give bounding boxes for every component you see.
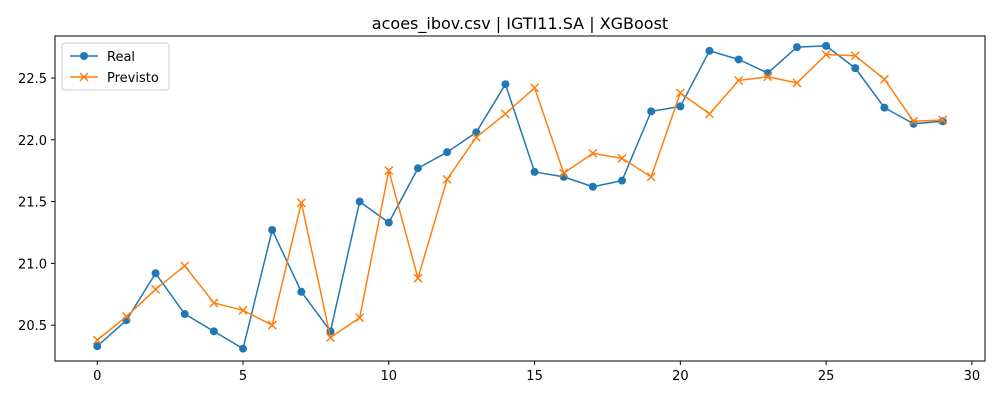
data-point-real bbox=[851, 64, 860, 73]
data-point-previsto bbox=[938, 115, 948, 125]
data-point-previsto bbox=[471, 132, 481, 142]
data-point-previsto bbox=[267, 320, 277, 330]
data-point-previsto bbox=[792, 78, 802, 88]
data-point-real bbox=[705, 46, 714, 55]
data-point-previsto bbox=[850, 51, 860, 61]
data-point-previsto bbox=[296, 198, 306, 208]
y-tick-label: 22.0 bbox=[18, 134, 47, 149]
data-point-previsto bbox=[821, 50, 831, 60]
data-point-real bbox=[268, 226, 277, 235]
data-point-real bbox=[501, 80, 510, 89]
data-point-real bbox=[618, 176, 627, 185]
data-point-previsto bbox=[180, 261, 190, 271]
x-tick-label: 20 bbox=[672, 369, 689, 384]
data-point-previsto bbox=[442, 174, 452, 184]
data-point-previsto bbox=[151, 284, 161, 294]
data-point-real bbox=[355, 197, 364, 206]
data-point-real bbox=[880, 103, 889, 112]
y-tick-label: 21.0 bbox=[18, 257, 47, 272]
data-point-previsto bbox=[384, 166, 394, 176]
axes: 0 5 10 15 20 25 30 20.5 21.0 21.5 22.0 22.5 bbox=[18, 72, 980, 384]
data-point-previsto bbox=[238, 305, 248, 315]
legend-real-label: Real bbox=[107, 50, 135, 65]
x-tick-label: 0 bbox=[93, 369, 101, 384]
plot-frame bbox=[54, 35, 986, 362]
legend-previsto-marker bbox=[79, 72, 89, 82]
data-point-real bbox=[938, 117, 947, 126]
data-point-real bbox=[734, 55, 743, 64]
data-point-real bbox=[792, 43, 801, 52]
chart-title: acoes_ibov.csv | IGTI11.SA | XGBoost bbox=[372, 14, 668, 34]
series-line-real bbox=[96, 45, 943, 350]
data-point-real bbox=[530, 167, 539, 176]
x-tick-label: 15 bbox=[526, 369, 543, 384]
data-point-previsto bbox=[500, 109, 510, 119]
legend: Real Previsto bbox=[61, 42, 170, 91]
data-point-previsto bbox=[92, 335, 102, 345]
data-point-previsto bbox=[413, 273, 423, 283]
data-point-previsto bbox=[588, 148, 598, 158]
y-tick-label: 21.5 bbox=[18, 196, 47, 211]
data-point-previsto bbox=[325, 332, 336, 343]
data-point-previsto bbox=[879, 74, 889, 84]
x-tick-label: 5 bbox=[239, 369, 247, 384]
data-point-previsto bbox=[559, 168, 569, 178]
data-point-previsto bbox=[909, 116, 919, 126]
data-point-real bbox=[209, 327, 218, 336]
data-point-previsto bbox=[675, 88, 685, 98]
data-point-real bbox=[151, 269, 160, 278]
data-point-real bbox=[93, 342, 102, 351]
plot-area bbox=[92, 41, 948, 353]
data-point-real bbox=[413, 164, 422, 173]
legend-box bbox=[61, 42, 170, 91]
data-point-previsto bbox=[704, 109, 715, 119]
data-point-real bbox=[647, 107, 656, 116]
data-point-previsto bbox=[617, 153, 627, 163]
series-line-previsto bbox=[96, 53, 943, 341]
data-point-real bbox=[443, 148, 452, 157]
legend-real-marker bbox=[80, 52, 88, 60]
data-point-previsto bbox=[355, 313, 365, 323]
data-point-previsto bbox=[734, 75, 744, 86]
data-point-real bbox=[297, 287, 306, 296]
data-point-previsto bbox=[209, 298, 219, 308]
data-point-real bbox=[180, 310, 189, 319]
data-point-real bbox=[384, 218, 393, 227]
x-tick-label: 30 bbox=[964, 369, 981, 384]
x-tick-label: 10 bbox=[381, 369, 398, 384]
data-point-previsto bbox=[530, 83, 540, 93]
data-point-previsto bbox=[121, 311, 131, 322]
data-point-previsto bbox=[763, 72, 773, 82]
y-tick-label: 22.5 bbox=[18, 72, 47, 87]
y-tick-label: 20.5 bbox=[18, 319, 47, 334]
data-point-real bbox=[822, 41, 831, 50]
x-tick-label: 25 bbox=[818, 369, 835, 384]
data-point-real bbox=[588, 182, 597, 191]
legend-previsto-label: Previsto bbox=[107, 71, 159, 86]
data-point-real bbox=[676, 102, 685, 111]
data-point-previsto bbox=[646, 172, 656, 182]
data-point-real bbox=[239, 344, 248, 353]
